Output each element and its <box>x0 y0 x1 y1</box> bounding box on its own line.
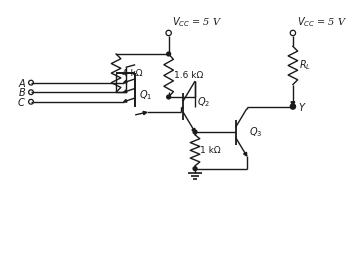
Text: $B$: $B$ <box>18 86 26 98</box>
Text: $V_{CC}$ = 5 V: $V_{CC}$ = 5 V <box>172 15 222 29</box>
Text: $A$: $A$ <box>18 77 26 89</box>
Text: 1 kΩ: 1 kΩ <box>200 146 220 155</box>
Polygon shape <box>244 152 247 156</box>
Polygon shape <box>124 80 127 83</box>
Text: $C$: $C$ <box>17 96 26 108</box>
Text: $Y$: $Y$ <box>298 101 306 113</box>
Text: 1.6 kΩ: 1.6 kΩ <box>174 71 204 80</box>
Circle shape <box>291 105 295 108</box>
Text: $Q_2$: $Q_2$ <box>197 95 210 109</box>
Text: 4 kΩ: 4 kΩ <box>122 69 142 78</box>
Circle shape <box>193 167 197 171</box>
Text: $R_L$: $R_L$ <box>299 59 311 72</box>
Circle shape <box>193 130 197 134</box>
Polygon shape <box>192 128 195 132</box>
Text: $Q_1$: $Q_1$ <box>139 88 152 102</box>
Polygon shape <box>143 111 147 115</box>
Circle shape <box>167 52 171 56</box>
Polygon shape <box>124 90 127 93</box>
Text: $V_{CC}$ = 5 V: $V_{CC}$ = 5 V <box>297 15 347 29</box>
Polygon shape <box>124 99 127 102</box>
Polygon shape <box>291 102 295 106</box>
Circle shape <box>167 95 171 99</box>
Text: $Q_3$: $Q_3$ <box>248 125 262 139</box>
